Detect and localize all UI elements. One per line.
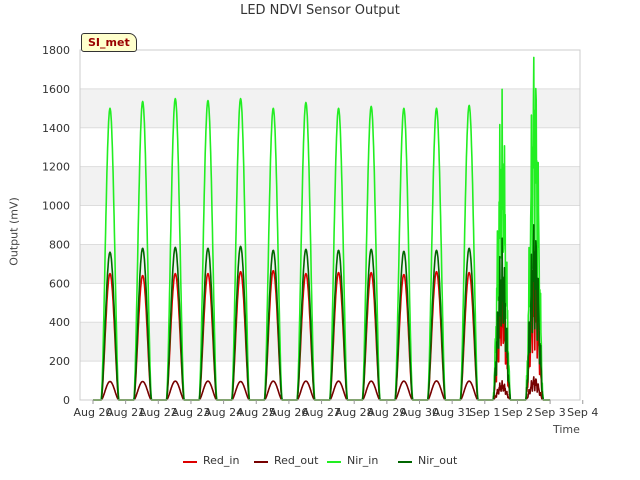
legend-label: Nir_in <box>347 454 379 467</box>
x-tick-label: Aug 25 <box>237 406 276 419</box>
x-tick-label: Aug 31 <box>433 406 472 419</box>
x-tick-label: Aug 20 <box>74 406 113 419</box>
x-tick-label: Aug 21 <box>106 406 145 419</box>
x-tick-label: Sep 2 <box>502 406 533 419</box>
legend-swatch <box>254 461 268 463</box>
x-tick-label: Aug 23 <box>171 406 210 419</box>
chart-title: LED NDVI Sensor Output <box>240 3 400 18</box>
plot-frame <box>79 49 581 401</box>
y-tick-label: 800 <box>49 238 70 251</box>
y-tick-label: 1400 <box>42 122 70 135</box>
y-tick-label: 200 <box>49 355 70 368</box>
x-tick-label: Aug 30 <box>400 406 439 419</box>
x-tick-label: Sep 4 <box>567 406 598 419</box>
legend-label: Red_out <box>274 454 319 467</box>
legend-label: Nir_out <box>418 454 458 467</box>
y-tick-label: 400 <box>49 316 70 329</box>
x-tick-label: Aug 28 <box>335 406 374 419</box>
legend-swatch <box>183 461 197 463</box>
x-tick-label: Aug 29 <box>367 406 406 419</box>
grid-band <box>80 127 580 167</box>
y-ticks: 0 200 400 600 800 1000 1200 1400 1600 1800 <box>42 44 70 407</box>
x-tick-label: Aug 22 <box>139 406 178 419</box>
x-tick-label: Sep 3 <box>534 406 565 419</box>
legend: Red_in Red_out Nir_in Nir_out <box>0 454 640 470</box>
y-tick-label: 1800 <box>42 44 70 57</box>
grid-band <box>80 88 580 128</box>
x-axis-label: Time <box>553 423 580 436</box>
grid-band <box>80 166 580 206</box>
grid-band <box>80 50 580 89</box>
x-tick-label: Sep 1 <box>469 406 500 419</box>
y-tick-label: 1000 <box>42 200 70 213</box>
legend-swatch <box>327 461 341 463</box>
y-tick-label: 0 <box>63 394 70 407</box>
y-tick-label: 600 <box>49 277 70 290</box>
x-tick-label: Aug 24 <box>204 406 243 419</box>
y-tick-label: 1600 <box>42 83 70 96</box>
y-tick-label: 1200 <box>42 161 70 174</box>
x-tick-label: Aug 26 <box>269 406 308 419</box>
x-tick-label: Aug 27 <box>302 406 341 419</box>
legend-label: Red_in <box>203 454 240 467</box>
site-badge: SI_met <box>81 33 137 52</box>
legend-swatch <box>398 461 412 463</box>
